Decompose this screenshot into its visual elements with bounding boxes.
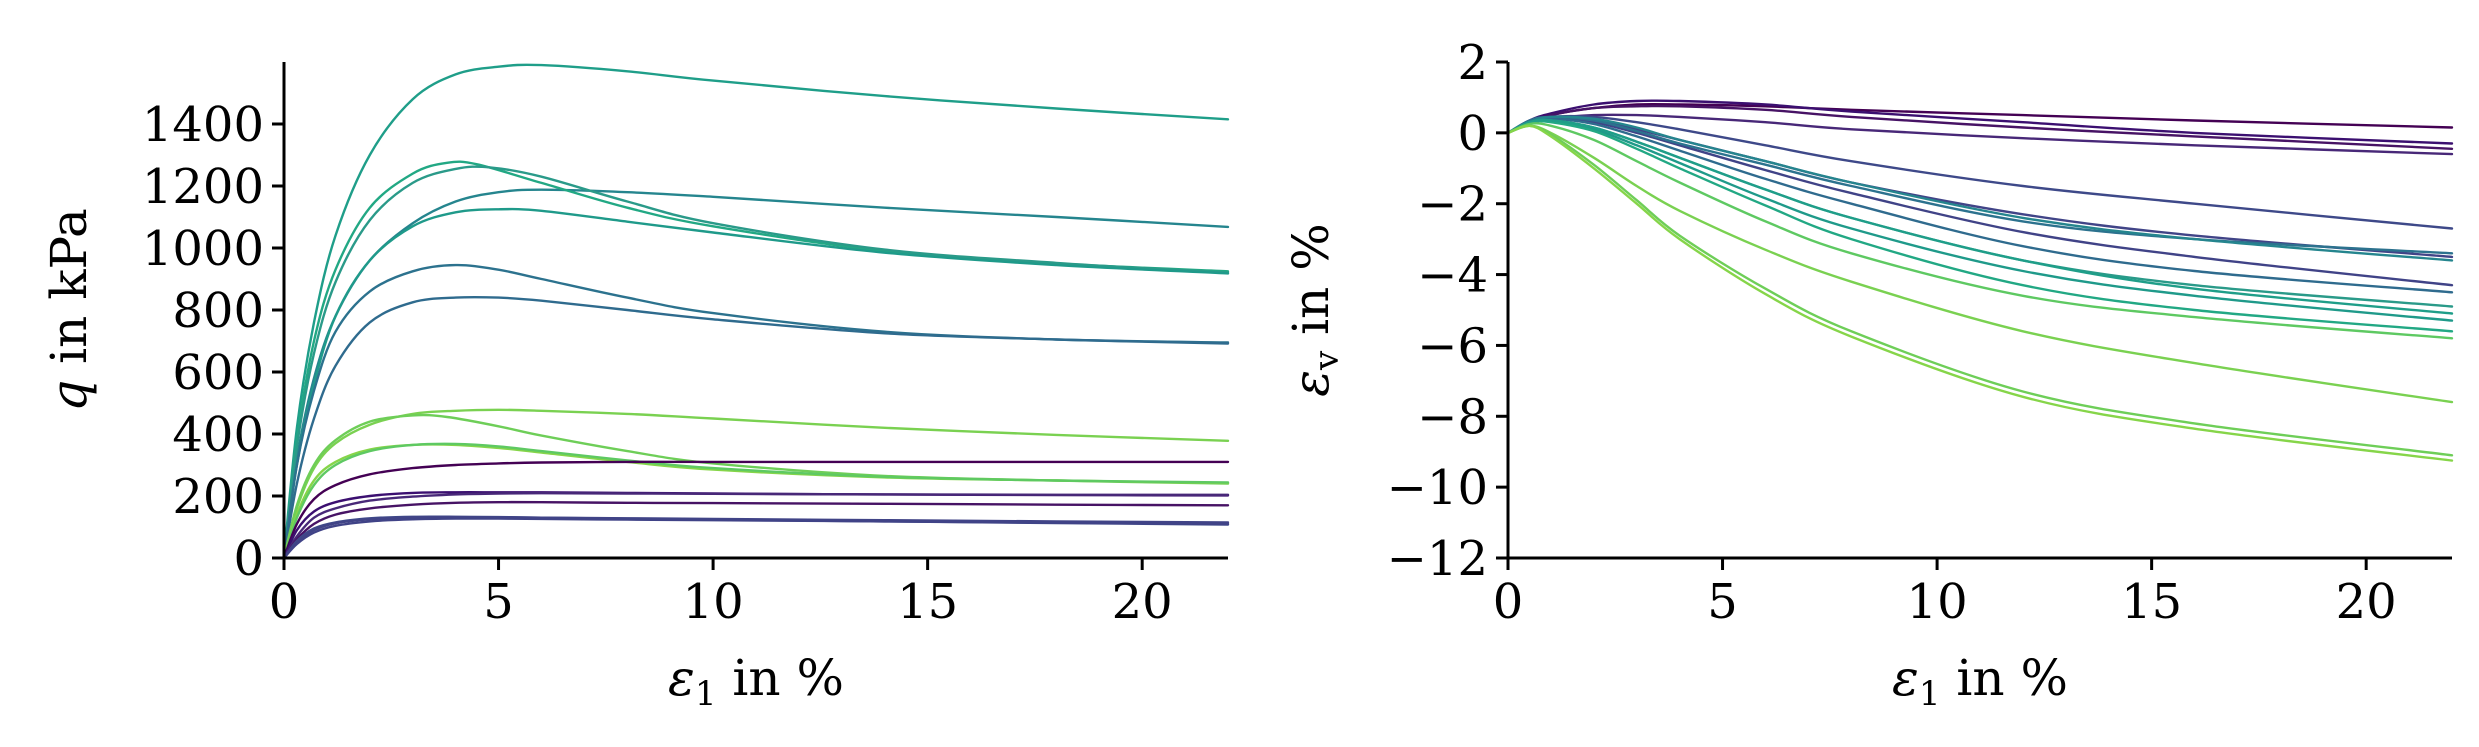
x-axis-label: ε1 in % [668, 649, 844, 714]
y-tick-label: −12 [1387, 531, 1488, 587]
y-tick-label: 1000 [142, 221, 264, 277]
x-tick-label: 10 [1907, 574, 1968, 630]
series-line-14 [1506, 118, 2454, 315]
x-tick-label: 5 [483, 574, 514, 630]
series-line-2 [282, 188, 1230, 560]
x-tick-label: 20 [2336, 574, 2397, 630]
series-line-10 [1506, 115, 2454, 262]
series-group [1506, 99, 2454, 462]
series-line-18 [282, 517, 1230, 560]
series-line-16 [1506, 124, 2454, 404]
y-tick-label: 400 [172, 407, 264, 463]
series-line-3 [1506, 104, 2454, 150]
y-tick-label: −4 [1417, 248, 1488, 304]
series-line-7 [282, 295, 1230, 560]
series-line-7 [1506, 117, 2454, 287]
x-tick-label: 20 [1112, 574, 1173, 630]
y-tick-label: −8 [1417, 389, 1488, 445]
x-axis-label: ε1 in % [1892, 649, 2068, 714]
y-tick-label: −10 [1387, 460, 1488, 516]
series-line-12 [282, 460, 1230, 560]
series-line-2 [1506, 99, 2454, 145]
series-line-5 [282, 207, 1230, 560]
y-tick-label: 200 [172, 469, 264, 525]
x-tick-label: 5 [1707, 574, 1738, 630]
y-tick-label: 800 [172, 283, 264, 339]
x-tick-label: 0 [269, 574, 300, 630]
y-tick-label: −2 [1417, 177, 1488, 233]
series-line-11 [282, 442, 1230, 560]
series-line-15 [282, 500, 1230, 560]
series-line-18 [1506, 124, 2454, 462]
series-line-9 [1506, 117, 2454, 294]
series-group [282, 63, 1230, 560]
series-line-14 [282, 492, 1230, 560]
x-tick-label: 10 [683, 574, 744, 630]
y-tick-label: 1200 [142, 159, 264, 215]
series-line-4 [282, 165, 1230, 560]
y-tick-label: 600 [172, 345, 264, 401]
series-line-17 [1506, 124, 2454, 457]
series-line-8 [282, 408, 1230, 560]
x-tick-label: 0 [1493, 574, 1524, 630]
y-tick-label: 2 [1457, 35, 1488, 91]
y-tick-label: 1400 [142, 97, 264, 153]
x-tick-label: 15 [897, 574, 958, 630]
y-axis-label: εv in % [1282, 223, 1347, 397]
x-tick-label: 15 [2121, 574, 2182, 630]
y-tick-label: 0 [1457, 106, 1488, 162]
series-line-1 [282, 63, 1230, 560]
y-axis-label: q in kPa [40, 208, 98, 412]
y-tick-label: 0 [233, 531, 264, 587]
series-line-15 [1506, 122, 2454, 340]
y-tick-label: −6 [1417, 318, 1488, 374]
series-line-13 [1506, 119, 2454, 333]
